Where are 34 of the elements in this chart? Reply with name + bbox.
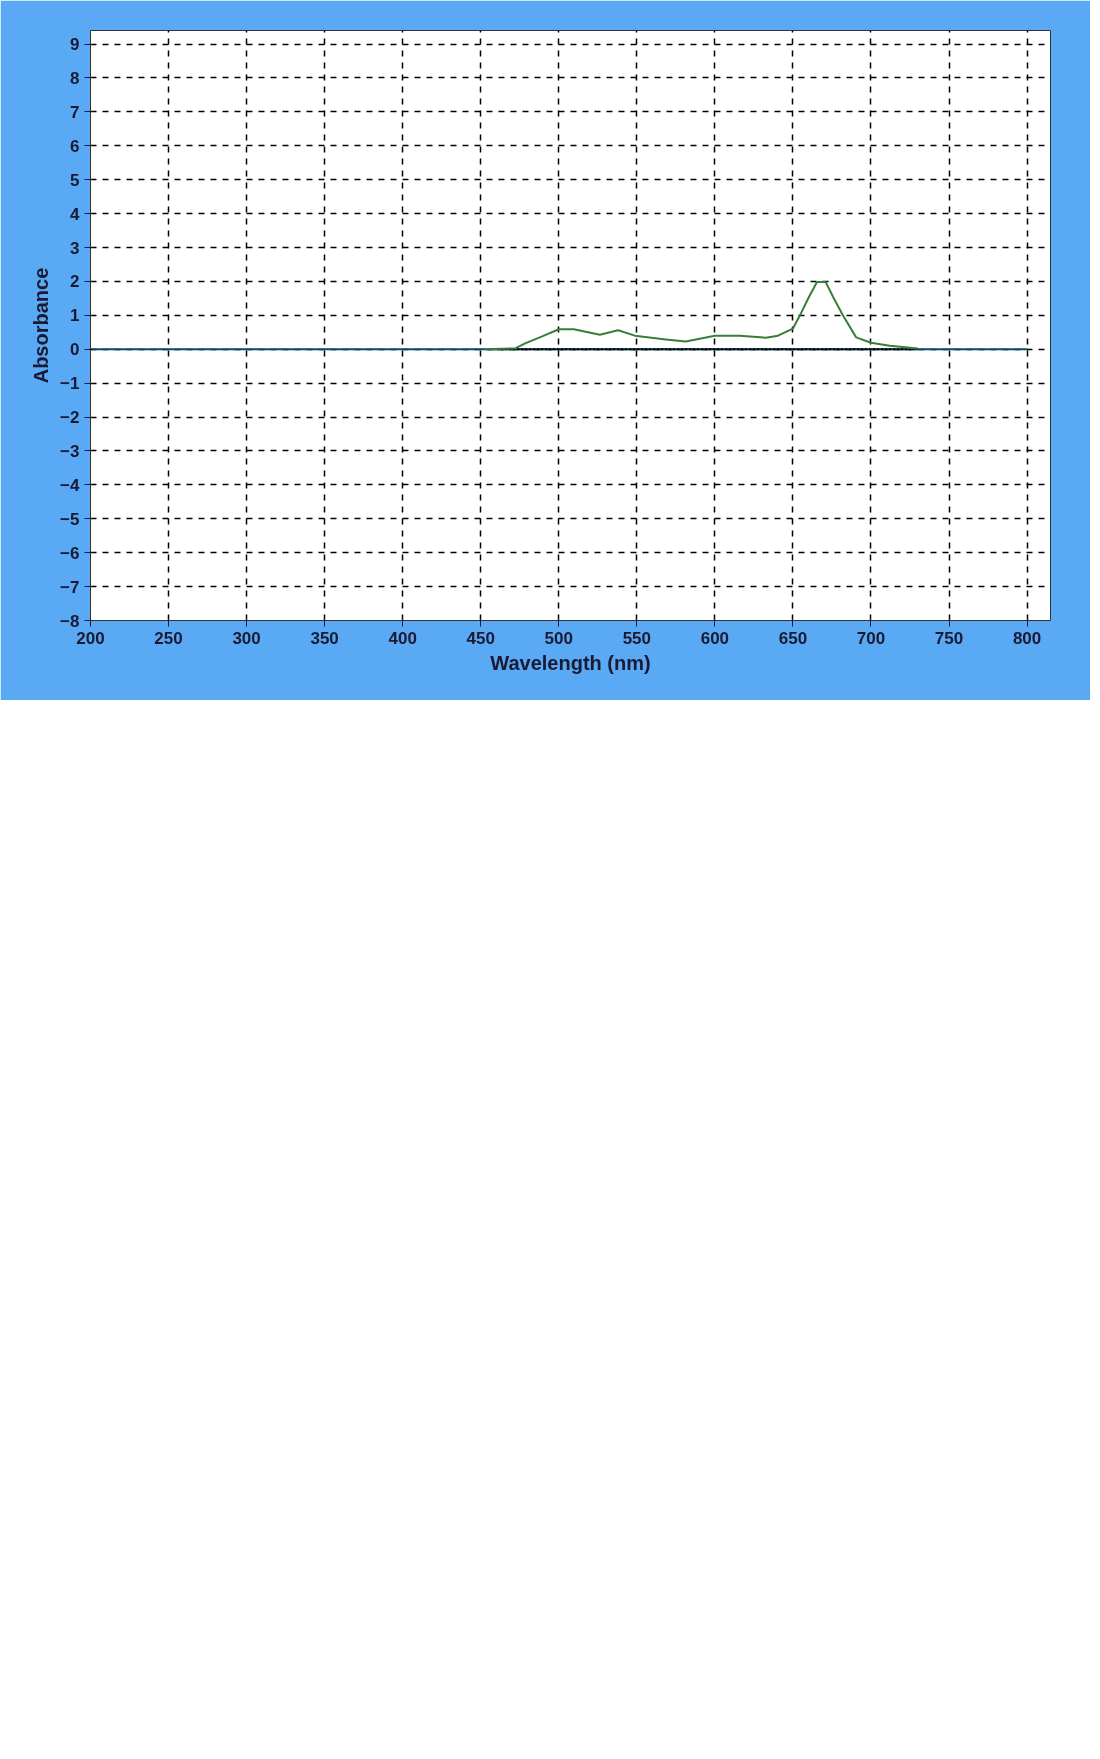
y-tick-label: 2 (70, 272, 80, 292)
y-tick-label: 8 (70, 68, 80, 88)
x-tick-label: 750 (934, 628, 964, 648)
y-axis-title: Absorbance (30, 267, 53, 384)
y-tick-label: −6 (60, 543, 80, 563)
y-tick-label: −5 (60, 509, 80, 529)
y-tick-label: 7 (70, 102, 80, 122)
x-tick-label: 300 (232, 628, 261, 648)
x-tick-label: 250 (154, 628, 183, 648)
y-tick-label: 3 (70, 238, 80, 258)
y-tick-label: 1 (70, 306, 80, 326)
x-axis-title: Wavelength (nm) (490, 651, 651, 674)
y-tick-label: −2 (60, 408, 80, 428)
y-tick-label: −3 (60, 441, 80, 461)
x-tick-label: 200 (76, 628, 105, 648)
y-tick-label: −4 (60, 475, 81, 495)
y-tick-label: −8 (60, 611, 80, 631)
x-tick-label: 700 (856, 628, 886, 648)
y-tick-label: 5 (70, 170, 80, 190)
x-tick-label: 400 (388, 628, 417, 648)
x-tick-label: 550 (622, 628, 652, 648)
y-tick-label: −7 (60, 577, 80, 597)
y-tick-label: 4 (70, 204, 81, 224)
x-tick-label: 450 (466, 628, 495, 648)
y-tick-label: 6 (70, 136, 80, 156)
x-tick-label: 650 (778, 628, 808, 648)
x-tick-label: 600 (700, 628, 730, 648)
y-tick-label: 9 (70, 35, 80, 55)
x-tick-label: 500 (544, 628, 573, 648)
x-tick-label: 350 (310, 628, 339, 648)
line-series (484, 281, 919, 351)
y-tick-label: −1 (60, 374, 80, 394)
x-tick-label: 800 (1012, 628, 1042, 648)
y-tick-label: 0 (70, 340, 80, 360)
